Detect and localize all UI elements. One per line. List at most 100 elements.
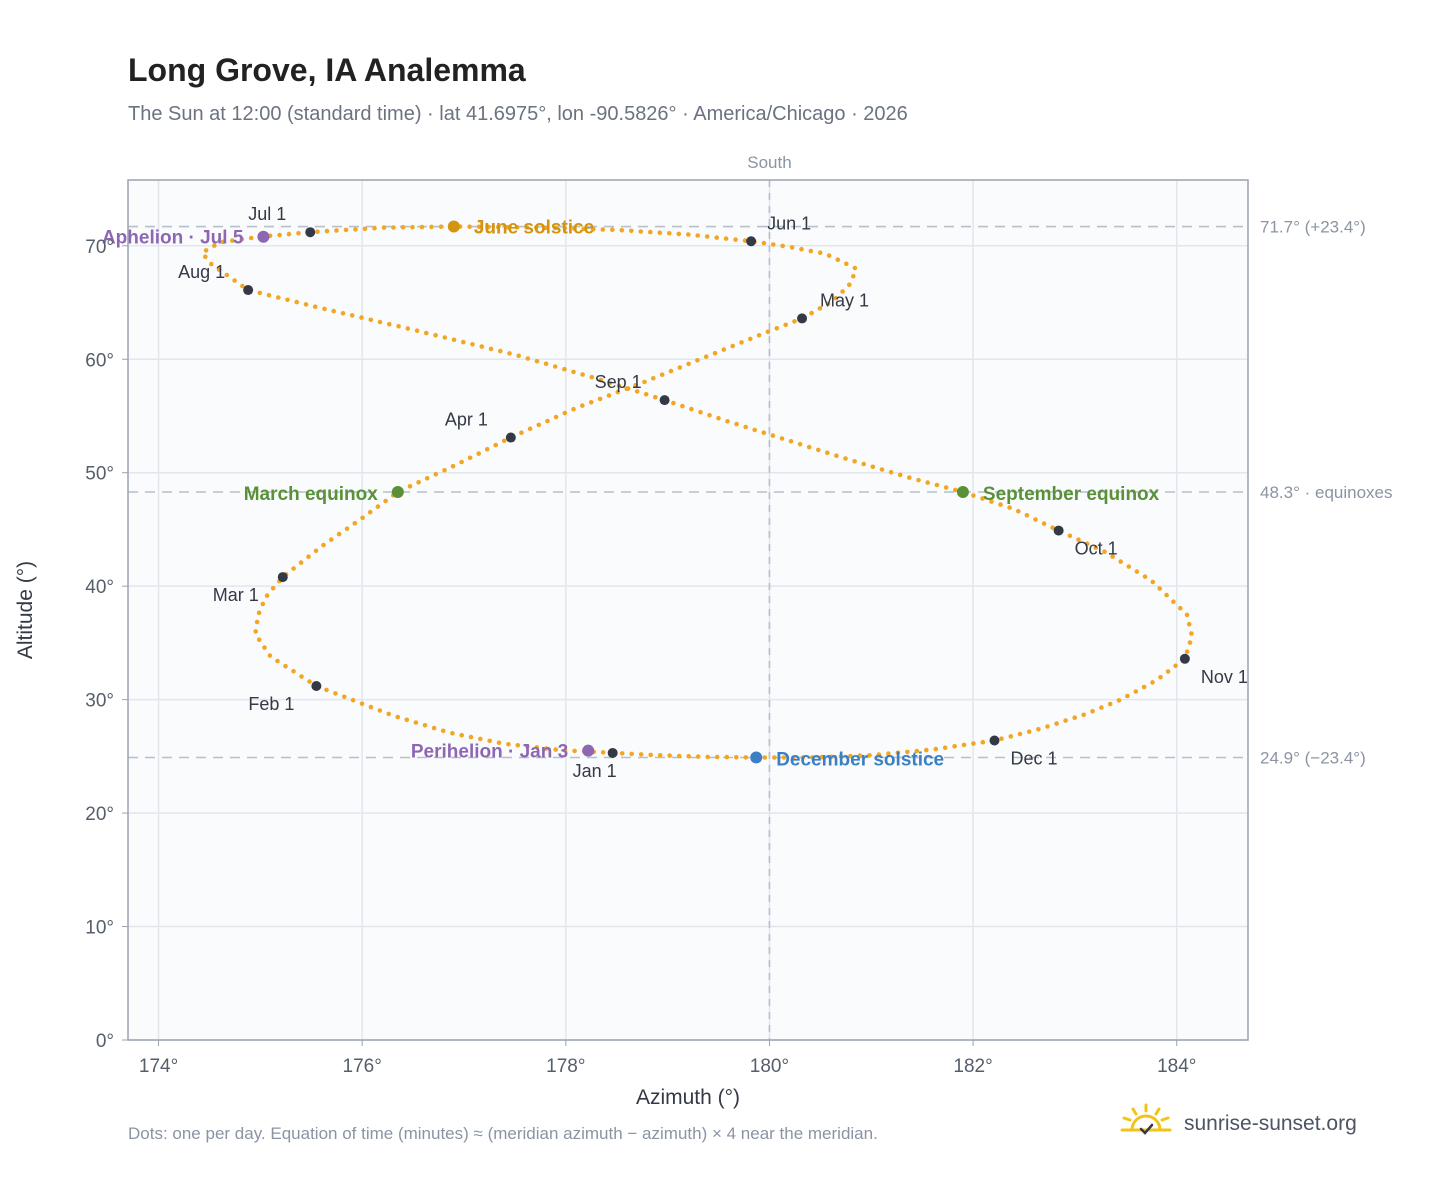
daily-sun-dot <box>1017 731 1023 737</box>
month-marker-label: Sep 1 <box>595 372 642 392</box>
brand[interactable]: sunrise-sunset.org <box>1120 1102 1357 1146</box>
month-marker-dot <box>797 313 808 324</box>
month-marker-dot <box>659 395 670 406</box>
daily-sun-dot <box>267 653 273 658</box>
daily-sun-dot <box>359 701 365 706</box>
x-tick-label: 180° <box>750 1056 789 1077</box>
daily-sun-dot <box>498 348 503 354</box>
reference-line-label: 24.9° (−23.4°) <box>1260 748 1366 767</box>
daily-sun-dot <box>610 227 615 233</box>
daily-sun-dot <box>852 265 858 271</box>
daily-sun-dot <box>808 248 814 254</box>
event-label: March equinox <box>244 484 379 505</box>
event-marker-dot <box>391 486 404 499</box>
daily-sun-dot <box>1110 554 1115 559</box>
daily-sun-dot <box>733 237 738 242</box>
daily-sun-dot <box>1164 592 1169 598</box>
daily-sun-dot <box>817 250 823 255</box>
daily-sun-dot <box>634 389 640 394</box>
reference-line-label: 48.3° · equinoxes <box>1260 483 1393 502</box>
daily-sun-dot <box>248 235 254 241</box>
daily-sun-dot <box>324 228 330 234</box>
daily-sun-dot <box>734 421 739 427</box>
daily-sun-dot <box>1054 721 1059 726</box>
daily-sun-dot <box>395 714 401 720</box>
daily-sun-dot <box>496 740 502 745</box>
daily-sun-dot <box>407 484 413 489</box>
daily-sun-dot <box>368 704 374 710</box>
daily-sun-dot <box>789 245 795 250</box>
daily-sun-dot <box>657 753 663 758</box>
daily-sun-dot <box>1045 724 1050 729</box>
daily-sun-dot <box>1099 705 1104 710</box>
daily-sun-dot <box>516 353 521 359</box>
month-marker-label: Apr 1 <box>445 410 488 430</box>
daily-sun-dot <box>524 225 529 230</box>
month-marker-label: May 1 <box>820 290 869 310</box>
daily-sun-dot <box>971 493 976 498</box>
daily-sun-dot <box>826 253 832 258</box>
chart-title: Long Grove, IA Analemma <box>128 52 526 88</box>
daily-sun-dot <box>424 330 429 336</box>
daily-sun-dot <box>386 711 392 717</box>
daily-sun-dot <box>450 463 456 469</box>
daily-sun-dot <box>633 383 638 388</box>
daily-sun-dot <box>783 322 788 328</box>
daily-sun-dot <box>723 236 729 241</box>
daily-sun-dot <box>606 393 612 398</box>
daily-sun-dot <box>895 750 901 756</box>
daily-sun-dot <box>888 469 894 475</box>
daily-sun-dot <box>534 745 540 750</box>
daily-sun-dot <box>534 358 540 364</box>
daily-sun-dot <box>230 238 235 243</box>
daily-sun-dot <box>1187 640 1193 645</box>
daily-sun-dot <box>1093 545 1099 550</box>
daily-sun-dot <box>756 333 762 338</box>
daily-sun-dot <box>933 746 939 752</box>
daily-sun-dot <box>383 498 388 504</box>
daily-sun-dot <box>925 480 930 485</box>
x-tick-label: 176° <box>343 1056 382 1077</box>
daily-sun-dot <box>209 261 214 267</box>
daily-sun-dot <box>429 224 434 230</box>
month-marker-label: Feb 1 <box>248 694 294 714</box>
daily-sun-dot <box>1150 579 1156 585</box>
daily-sun-dot <box>1041 521 1047 526</box>
daily-sun-dot <box>220 239 226 245</box>
daily-sun-dot <box>240 283 245 289</box>
daily-sun-dot <box>905 749 910 755</box>
daily-sun-dot <box>468 734 474 740</box>
daily-sun-dot <box>857 753 863 758</box>
daily-sun-dot <box>642 379 647 385</box>
daily-sun-dot <box>779 436 785 441</box>
daily-sun-dot <box>1072 715 1077 720</box>
daily-sun-dot <box>914 748 920 754</box>
event-marker-dot <box>447 220 460 233</box>
daily-sun-dot <box>698 409 703 415</box>
event-marker-dot <box>750 751 763 764</box>
daily-sun-dot <box>372 225 377 231</box>
daily-sun-dot <box>410 224 415 230</box>
daily-sun-dot <box>788 439 794 444</box>
daily-sun-dot <box>275 658 280 664</box>
daily-sun-dot <box>774 326 780 331</box>
daily-sun-dot <box>562 226 568 231</box>
daily-sun-dot <box>638 752 644 757</box>
daily-sun-dot <box>581 226 587 232</box>
daily-sun-dot <box>344 526 350 531</box>
daily-sun-dot <box>867 753 872 758</box>
daily-sun-dot <box>467 224 472 229</box>
daily-sun-dot <box>597 396 603 402</box>
daily-sun-dot <box>825 450 830 456</box>
daily-sun-dot <box>730 343 735 349</box>
daily-sun-dot <box>1189 631 1194 636</box>
daily-sun-dot <box>667 231 672 236</box>
x-axis-title: Azimuth (°) <box>636 1086 740 1109</box>
daily-sun-dot <box>800 755 806 760</box>
daily-sun-dot <box>571 406 576 412</box>
daily-sun-dot <box>285 297 290 303</box>
daily-sun-dot <box>870 464 876 470</box>
daily-sun-dot <box>438 224 444 229</box>
daily-sun-dot <box>331 308 337 314</box>
daily-sun-dot <box>224 272 230 278</box>
